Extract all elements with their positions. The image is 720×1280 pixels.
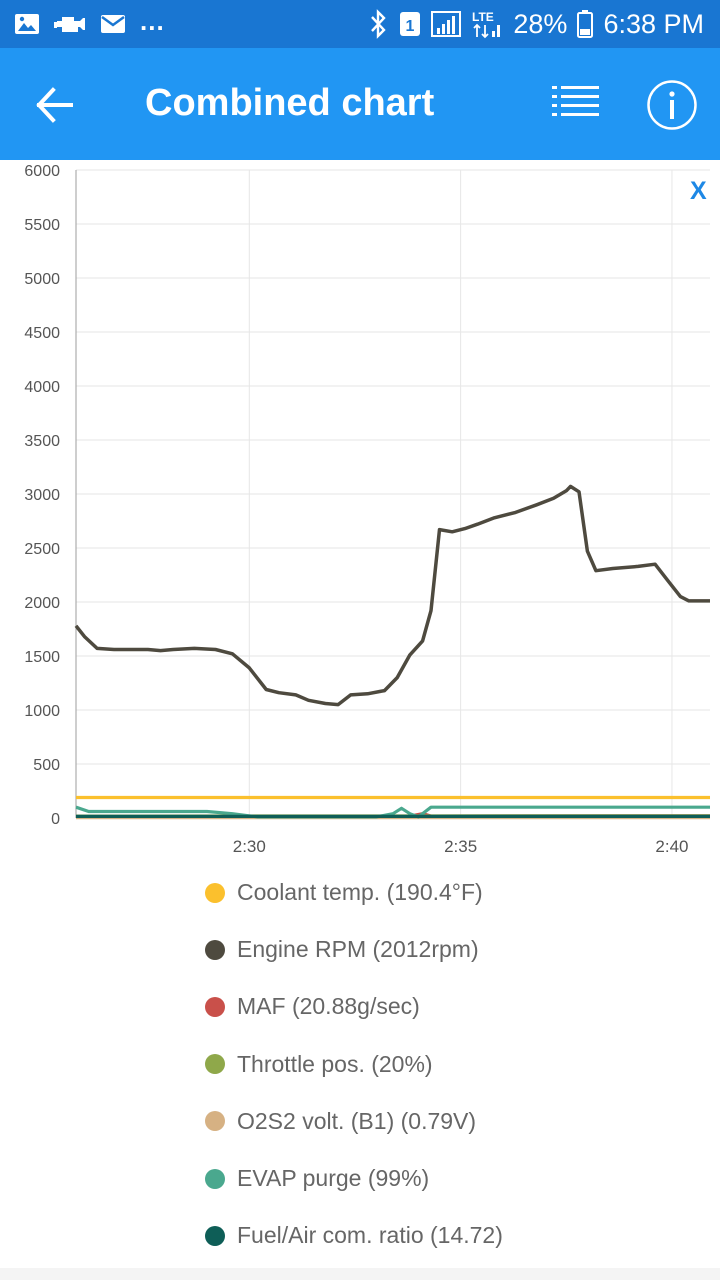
signal-icon [431,11,462,37]
legend-label: MAF (20.88g/sec) [237,993,420,1020]
legend-label: Fuel/Air com. ratio (14.72) [237,1222,503,1249]
network-label: LTE [472,10,494,24]
legend-color-dot [205,1225,225,1246]
combined-chart: 6000 5500 5000 4500 4000 3500 3000 2500 2000 1500… [0,160,720,860]
y-tick-label: 4000 [24,379,60,396]
notification-overflow: ... [140,5,165,36]
sim-badge: 1 [406,18,415,35]
battery-percent: 28% [513,8,568,39]
legend-label: Coolant temp. (190.4°F) [237,879,483,906]
legend-item: EVAP purge (99%) [205,1150,503,1207]
y-tick-label: 4500 [24,325,60,342]
y-tick-label: 2500 [24,541,60,558]
y-tick-label: 500 [33,757,60,774]
list-icon [552,86,599,116]
legend-color-dot [205,1054,225,1075]
arrow-back-icon [36,87,73,123]
y-tick-label: 5000 [24,271,60,288]
y-tick-label: 0 [51,811,60,828]
y-tick-label: 5500 [24,217,60,234]
page-title: Combined chart [145,82,435,124]
status-left: ... [14,6,165,37]
legend-label: Engine RPM (2012rpm) [237,936,479,963]
x-tick-label: 2:35 [444,837,477,856]
legend-color-dot [205,1111,225,1132]
y-tick-label: 2000 [24,595,60,612]
series-line-engine-rpm [74,484,710,707]
status-bar: ... 1 LTE 28% 6:38 PM [0,0,720,48]
chart-list-button[interactable] [550,84,602,124]
legend-label: Throttle pos. (20%) [237,1050,433,1077]
status-right: 1 LTE 28% 6:38 PM [367,9,704,40]
y-tick-label: 1000 [24,703,60,720]
app-bar: Combined chart [0,48,720,160]
legend-color-dot [205,1168,225,1189]
image-icon [15,14,39,34]
legend-label: O2S2 volt. (B1) (0.79V) [237,1107,477,1134]
chart-canvas: 6000550050004500400035003000250020001500… [24,163,711,856]
legend-color-dot [205,996,225,1017]
mail-icon [101,15,125,33]
y-tick-label: 3500 [24,433,60,450]
sim-icon: 1 [400,12,421,36]
battery-icon [577,10,594,38]
y-tick-label: 3000 [24,487,60,504]
legend-label: EVAP purge (99%) [237,1165,430,1192]
bluetooth-icon [371,9,387,39]
legend-item: Throttle pos. (20%) [205,1036,503,1093]
y-tick-label: 6000 [24,163,60,180]
x-tick-label: 2:30 [233,837,266,856]
legend-color-dot [205,939,225,960]
legend-color-dot [205,882,225,903]
legend-item: MAF (20.88g/sec) [205,978,503,1035]
y-tick-label: 1500 [24,649,60,666]
close-chart-button[interactable]: X [690,177,707,205]
clock: 6:38 PM [603,8,704,39]
info-icon [647,80,697,130]
bottom-divider [0,1268,720,1280]
legend-item: O2S2 volt. (B1) (0.79V) [205,1093,503,1150]
back-button[interactable] [28,78,82,132]
chart-legend: Coolant temp. (190.4°F) Engine RPM (2012r… [205,864,503,1264]
car-icon [54,17,85,32]
info-button[interactable] [646,79,698,131]
lte-icon: LTE [472,10,501,39]
legend-item: Fuel/Air com. ratio (14.72) [205,1207,503,1264]
legend-item: Engine RPM (2012rpm) [205,921,503,978]
legend-item: Coolant temp. (190.4°F) [205,864,503,921]
x-tick-label: 2:40 [655,837,688,856]
